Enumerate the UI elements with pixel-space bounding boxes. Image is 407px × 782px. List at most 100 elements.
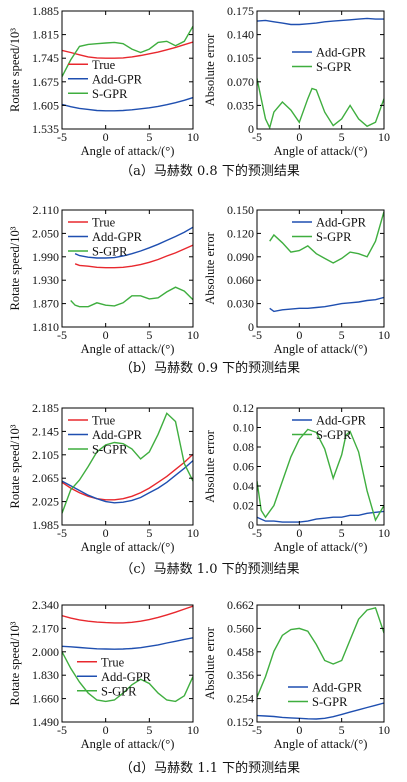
- y-tick-label: 2.340: [32, 598, 59, 612]
- legend-label: S-GPR: [312, 695, 348, 709]
- y-tick-label: 0.08: [233, 440, 254, 454]
- x-axis-label: Angle of attack/(°): [81, 144, 175, 158]
- y-tick-label: 0.140: [227, 28, 254, 42]
- series-line-add-gpr: [62, 460, 193, 504]
- legend-label: True: [92, 216, 116, 230]
- y-tick-label: 0.560: [227, 621, 254, 635]
- x-tick-label: 10: [187, 328, 199, 342]
- x-axis-label: Angle of attack/(°): [274, 144, 368, 158]
- x-tick-label: 5: [339, 130, 345, 144]
- y-tick-label: 2.170: [32, 621, 59, 635]
- y-tick-label: 2.145: [32, 424, 59, 438]
- legend-label: Add-GPR: [92, 428, 143, 442]
- caption-d: （d）马赫数 1.1 下的预测结果: [120, 760, 300, 776]
- legend-label: Add-GPR: [316, 46, 367, 60]
- legend-label: True: [101, 655, 125, 669]
- x-tick-label: 0: [103, 328, 109, 342]
- legend-label: Add-GPR: [316, 216, 367, 230]
- series-line-true: [62, 41, 193, 59]
- y-tick-label: 1.490: [32, 715, 59, 729]
- y-tick-label: 1.745: [32, 51, 59, 65]
- series-line-s-gpr: [257, 606, 384, 698]
- legend-label: S-GPR: [316, 230, 352, 244]
- chart-d-err: -5 0 5 10 0.152 0.254 0.356 0.458 0.560 0.662 Angl…: [203, 598, 390, 751]
- x-tick-label: 5: [146, 723, 152, 737]
- series-line-add-gpr: [74, 226, 193, 259]
- axes-frame: [61, 10, 194, 130]
- y-tick-label: 2.110: [32, 203, 59, 217]
- x-tick-label: -5: [252, 723, 262, 737]
- y-tick-label: 1.675: [32, 75, 59, 89]
- x-tick-label: 10: [378, 723, 390, 737]
- series-line-s-gpr: [257, 78, 384, 129]
- legend-label: Add-GPR: [312, 681, 363, 695]
- x-tick-label: -5: [252, 130, 262, 144]
- y-tick-label: 0.070: [227, 75, 254, 89]
- y-axis-label: Absolute error: [203, 429, 217, 502]
- y-tick-label: 0.030: [227, 297, 254, 311]
- legend-label: Add-GPR: [92, 72, 143, 86]
- y-tick-label: 0.02: [233, 499, 254, 513]
- y-tick-label: 1.810: [32, 320, 59, 334]
- y-tick-label: 1.815: [32, 28, 59, 42]
- x-tick-label: 10: [187, 723, 199, 737]
- legend-label: True: [92, 414, 116, 428]
- chart-c-speed: -5 0 5 10 1.985 2.025 2.065 2.105 2.145 2.185 Angl…: [8, 401, 199, 554]
- x-tick-label: 10: [187, 130, 199, 144]
- series-line-add-gpr: [257, 702, 384, 720]
- x-tick-label: -5: [57, 130, 67, 144]
- y-tick-label: 0.035: [227, 98, 254, 112]
- y-axis-label: Absolute error: [203, 231, 217, 304]
- x-tick-label: 0: [296, 723, 302, 737]
- x-tick-label: 5: [146, 130, 152, 144]
- y-axis-label: Absolute error: [203, 626, 217, 699]
- y-tick-label: 1.990: [32, 250, 59, 264]
- y-axis-label: Rotate speed/10³: [8, 424, 22, 508]
- y-tick-label: 1.930: [32, 273, 59, 287]
- chart-b-speed: -5 0 5 10 1.810 1.870 1.930 1.990 2.050 2.110 Angl…: [8, 203, 199, 356]
- y-tick-label: 0.04: [233, 479, 254, 493]
- y-tick-label: 0: [248, 320, 254, 334]
- chart-a-speed: -5 0 5 10 1.535 1.605 1.675 1.745 1.815 1.885 Angl…: [8, 4, 199, 158]
- series-line-true: [62, 453, 193, 501]
- y-tick-label: 2.105: [32, 448, 59, 462]
- x-tick-label: -5: [252, 526, 262, 540]
- x-tick-label: 5: [339, 526, 345, 540]
- legend-label: S-GPR: [316, 428, 352, 442]
- x-tick-label: 10: [378, 526, 390, 540]
- x-tick-label: 0: [296, 130, 302, 144]
- series-line-add-gpr: [62, 96, 193, 112]
- axes-frame: [256, 10, 385, 130]
- x-tick-label: 5: [339, 723, 345, 737]
- y-axis-label: Rotate speed/10³: [8, 621, 22, 705]
- x-tick-label: -5: [57, 723, 67, 737]
- x-tick-label: -5: [252, 328, 262, 342]
- y-tick-label: 0.06: [233, 460, 254, 474]
- x-axis-label: Angle of attack/(°): [81, 540, 175, 554]
- series-line-s-gpr: [269, 211, 384, 264]
- legend-label: Add-GPR: [316, 414, 367, 428]
- y-axis-label: Rotate speed/10³: [8, 28, 22, 112]
- axes-frame: [256, 209, 385, 328]
- y-tick-label: 0.150: [227, 203, 254, 217]
- y-tick-label: 0.254: [227, 692, 254, 706]
- axes-frame: [256, 604, 385, 723]
- y-tick-label: 1.985: [32, 518, 59, 532]
- series-line-add-gpr: [62, 637, 193, 650]
- y-axis-label: Rotate speed/10³: [8, 226, 22, 310]
- axes-frame: [61, 407, 194, 526]
- x-tick-label: 10: [378, 130, 390, 144]
- y-tick-label: 0.12: [233, 401, 254, 415]
- chart-d-speed: -5 0 5 10 1.490 1.660 1.830 2.000 2.170 2.340 Angl…: [8, 598, 199, 751]
- y-tick-label: 2.185: [32, 401, 59, 415]
- y-tick-label: 1.830: [32, 668, 59, 682]
- x-axis-label: Angle of attack/(°): [81, 342, 175, 356]
- legend-label: S-GPR: [92, 87, 128, 101]
